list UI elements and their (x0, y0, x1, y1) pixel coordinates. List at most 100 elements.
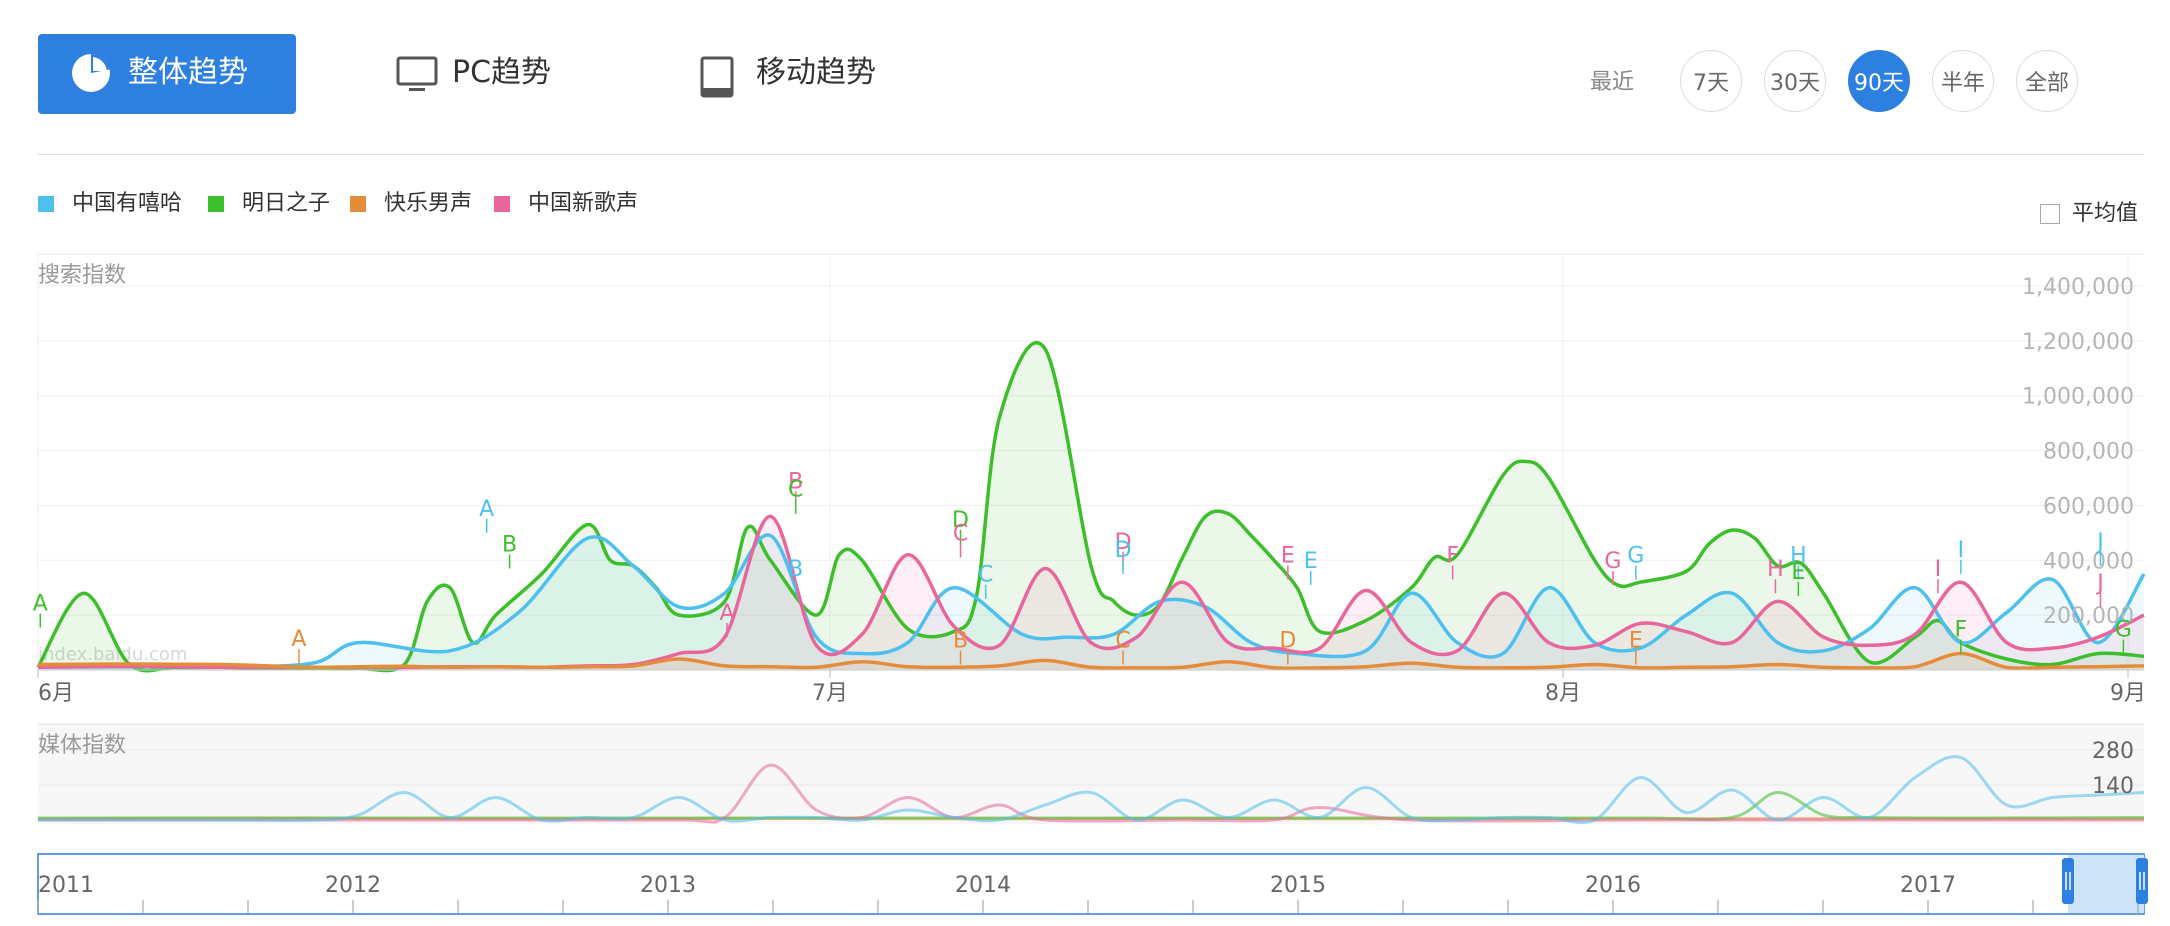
search-area-1 (38, 342, 2144, 671)
legend-label: 中国新歌声 (528, 191, 639, 216)
event-marker-label: D (952, 508, 969, 533)
legend-swatch (350, 196, 366, 212)
legend-label: 快乐男声 (384, 191, 473, 216)
search-x-tick-labels: 6月 7月 8月 9月 (37, 670, 2146, 706)
event-marker-label: C (978, 563, 993, 588)
event-marker-label: D (1115, 538, 1132, 563)
search-series-areas (38, 342, 2144, 671)
header-divider (38, 154, 2144, 155)
search-index-panel: 搜索指数 index.baidu.com 1,400,0001,200,0001… (33, 253, 2146, 706)
search-line-2 (37, 651, 2145, 671)
search-y-tick-label: 1,200,000 (2022, 330, 2134, 355)
navigator-left-handle-bar (2062, 858, 2074, 904)
legend-label: 中国有嘻哈 (72, 191, 183, 216)
event-marker-label: F (1955, 618, 1968, 643)
media-line-3 (38, 763, 2144, 824)
search-x-gridlines (37, 254, 2129, 670)
search-area-3 (38, 516, 2144, 670)
navigator-ticks (37, 900, 2139, 914)
media-line-0 (38, 755, 2145, 824)
navigator-year-label: 2015 (1270, 873, 1326, 898)
navigator-right-handle (2136, 858, 2148, 904)
event-marker-label: J (2095, 571, 2104, 596)
media-gridlines (38, 749, 2144, 786)
search-y-tick-label: 600,000 (2043, 494, 2134, 519)
media-y-tick-label: 280 (2092, 739, 2134, 764)
media-series-lines (37, 755, 2145, 824)
media-index-title: 媒体指数 (38, 733, 126, 758)
navigator-left-handle (2062, 858, 2074, 904)
average-label: 平均值 (2072, 201, 2139, 226)
event-marker-label: A (33, 591, 48, 616)
event-marker-label: E (1791, 560, 1805, 585)
navigator-year-label: 2012 (325, 873, 381, 898)
event-marker-label: H (1790, 543, 1807, 568)
search-x-tick-label: 6月 (38, 681, 74, 706)
search-y-tick-label: 1,400,000 (2022, 275, 2134, 300)
tab-mobile-label: 移动趋势 (756, 55, 876, 90)
navigator-frame (37, 853, 2145, 915)
event-marker-label: C (1115, 629, 1130, 654)
event-marker-label: J (2095, 530, 2104, 555)
event-marker-label: B (953, 629, 968, 654)
navigator-year-label: 2017 (1900, 873, 1956, 898)
search-area-2 (38, 653, 2144, 670)
search-y-tick-labels: 1,400,000 1,200,000 1,000,000 800,000 600,00… (2022, 275, 2134, 629)
event-marker-label: H (1767, 557, 1784, 582)
navigator-year-label: 2013 (640, 873, 696, 898)
search-x-tick-label: 9月 (2110, 681, 2146, 706)
event-marker-label: I (1935, 557, 1942, 582)
event-marker-label: E (1304, 549, 1318, 574)
range-90-days-button[interactable]: 90天 (1848, 50, 1910, 112)
search-y-tick-label: 400,000 (2043, 549, 2134, 574)
search-line-0 (37, 533, 2146, 670)
legend-swatch (208, 196, 224, 212)
event-marker-label: D (1115, 530, 1132, 555)
range-half-year-button[interactable]: 半年 (1932, 50, 1994, 112)
event-marker-label: E (1281, 543, 1295, 568)
event-marker-label: E (1629, 629, 1643, 654)
range-7-days-button[interactable]: 7天 (1680, 50, 1742, 112)
event-marker-label: I (1958, 538, 1965, 563)
monitor-icon (396, 56, 438, 104)
search-gridlines (38, 285, 2144, 616)
event-marker-label: A (479, 497, 494, 522)
search-y-tick-label: 1,000,000 (2022, 385, 2134, 410)
event-marker-label: B (502, 533, 517, 558)
navigator-year-label: 2011 (38, 873, 94, 898)
average-checkbox[interactable] (2040, 204, 2060, 224)
navigator-year-labels: 2011 2012 2013 2014 2015 2016 2017 (38, 873, 1956, 898)
event-marker-label: F (1446, 543, 1459, 568)
range-all-button[interactable]: 全部 (2016, 50, 2078, 112)
tab-pc-label: PC趋势 (452, 55, 552, 90)
search-x-tick-label: 8月 (1545, 681, 1581, 706)
search-panel-bg (38, 254, 2144, 670)
search-x-tick-label: 7月 (812, 681, 848, 706)
search-y-tick-label: 200,000 (2043, 604, 2134, 629)
search-area-0 (38, 534, 2144, 670)
navigator-selection (2068, 855, 2144, 913)
media-line-2 (37, 816, 2145, 821)
media-line-1 (38, 790, 2145, 822)
event-marker-label: C (788, 478, 803, 503)
event-marker-label: D (1279, 629, 1296, 654)
navigator-right-handle-bar (2136, 858, 2148, 904)
search-index-title: 搜索指数 (38, 263, 126, 288)
event-marker-label: C (953, 522, 968, 547)
range-30-days-button[interactable]: 30天 (1764, 50, 1826, 112)
media-panel-bg (38, 724, 2144, 824)
search-line-1 (36, 341, 2145, 673)
event-marker-label: B (788, 469, 803, 494)
time-range-selector: 最近 7天 30天 90天 半年 全部 (1590, 50, 2130, 114)
search-line-3 (37, 514, 2145, 670)
tab-overall-trend[interactable]: 整体趋势 (38, 34, 296, 114)
legend-label: 明日之子 (242, 191, 331, 216)
legend-swatch (494, 196, 510, 212)
event-marker-label: A (719, 601, 734, 626)
event-marker-label: B (788, 557, 803, 582)
navigator-year-label: 2016 (1585, 873, 1641, 898)
